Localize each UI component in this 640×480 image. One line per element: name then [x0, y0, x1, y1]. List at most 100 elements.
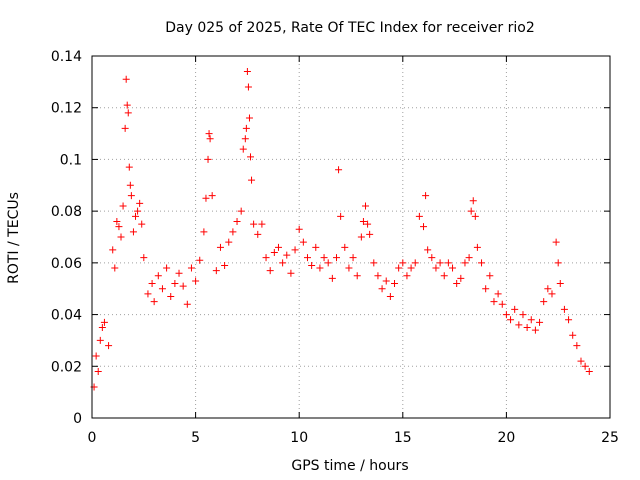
data-point	[216, 243, 224, 251]
data-point	[212, 267, 220, 275]
data-point	[399, 259, 407, 267]
x-tick-label: 20	[497, 430, 515, 446]
data-point	[113, 217, 121, 225]
data-point	[245, 114, 253, 122]
y-tick-label: 0.12	[51, 101, 82, 117]
data-point	[469, 197, 477, 205]
data-point	[117, 233, 125, 241]
data-point	[205, 130, 213, 138]
data-point	[192, 277, 200, 285]
data-point	[523, 324, 531, 331]
data-point	[359, 217, 367, 225]
data-point	[248, 176, 256, 184]
data-point	[225, 238, 233, 246]
data-point	[179, 282, 187, 290]
data-point	[585, 367, 593, 375]
data-point	[94, 367, 102, 375]
data-point	[531, 326, 539, 334]
data-point	[577, 357, 585, 365]
data-point	[328, 274, 336, 282]
data-point	[494, 290, 502, 298]
data-point	[125, 163, 133, 171]
data-point	[250, 220, 258, 228]
data-point	[370, 259, 378, 267]
data-point	[126, 181, 134, 189]
data-point	[453, 280, 461, 288]
data-point	[519, 311, 527, 319]
data-point	[465, 254, 473, 262]
data-point	[415, 212, 423, 220]
data-point	[140, 254, 148, 262]
data-point	[148, 280, 156, 288]
data-point	[565, 316, 573, 324]
y-tick-label: 0.02	[51, 359, 82, 375]
data-point	[403, 272, 411, 280]
data-point	[123, 101, 131, 109]
data-point	[122, 75, 130, 83]
data-point	[111, 264, 119, 272]
data-point	[204, 155, 212, 163]
data-point	[428, 254, 436, 262]
grid-lines	[92, 56, 610, 418]
x-tick-label: 0	[88, 430, 97, 446]
data-point	[200, 228, 208, 236]
data-point	[473, 243, 481, 251]
data-point	[171, 280, 179, 288]
y-axis-tick-labels: 0 0.02 0.04 0.06 0.08 0.1 0.12 0.14	[51, 49, 82, 427]
data-point	[411, 259, 419, 267]
data-point	[391, 280, 399, 288]
data-point	[581, 362, 589, 370]
data-point	[341, 243, 349, 251]
data-point	[154, 272, 162, 280]
y-tick-label: 0.04	[51, 308, 82, 324]
data-point	[556, 280, 564, 288]
data-point	[187, 264, 195, 272]
data-point	[364, 220, 372, 228]
data-point	[303, 254, 311, 262]
x-axis-title: GPS time / hours	[291, 458, 408, 474]
data-point	[287, 269, 295, 277]
data-point	[552, 238, 560, 246]
data-point	[335, 166, 343, 174]
y-tick-label: 0.1	[60, 152, 82, 168]
data-point	[283, 251, 291, 259]
data-point	[440, 272, 448, 280]
data-point	[573, 342, 581, 350]
data-point	[349, 254, 357, 262]
data-point	[119, 202, 127, 210]
data-point	[436, 259, 444, 267]
x-axis-tick-labels: 0 5 10 15 20 25	[88, 430, 619, 446]
data-point	[127, 192, 135, 200]
data-point	[167, 292, 175, 300]
y-tick-label: 0.08	[51, 204, 82, 220]
data-point	[291, 246, 299, 254]
data-point	[196, 256, 204, 264]
data-point	[486, 272, 494, 280]
data-point	[92, 352, 100, 360]
data-point	[270, 249, 278, 257]
data-point	[158, 285, 166, 293]
data-point	[378, 285, 386, 293]
data-point	[374, 272, 382, 280]
data-point	[357, 233, 365, 241]
data-point	[366, 230, 374, 238]
data-point	[262, 254, 270, 262]
data-point	[208, 192, 216, 200]
data-point	[515, 321, 523, 329]
y-tick-label: 0	[73, 411, 82, 427]
data-point	[129, 228, 137, 236]
data-point	[353, 272, 361, 280]
data-point	[202, 194, 210, 202]
data-point	[183, 300, 191, 308]
data-point	[536, 318, 544, 326]
data-point	[507, 316, 515, 324]
data-point	[242, 124, 250, 132]
data-point	[420, 223, 428, 231]
data-point	[444, 259, 452, 267]
data-point	[308, 261, 316, 269]
data-point	[467, 207, 475, 215]
data-point	[241, 135, 249, 143]
data-point	[299, 238, 307, 246]
data-point	[422, 192, 430, 200]
